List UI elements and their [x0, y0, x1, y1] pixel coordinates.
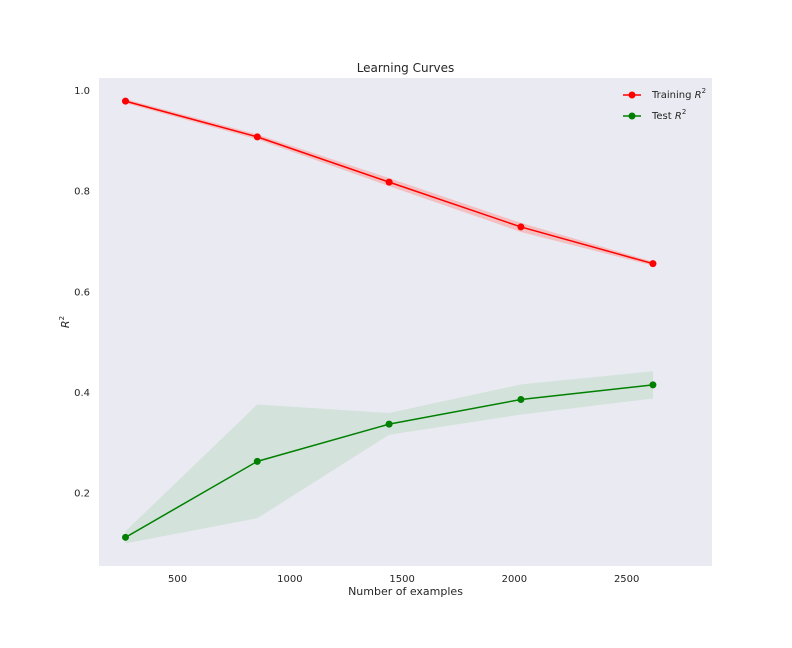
y-tick-label: 0.4	[74, 388, 90, 399]
y-tick-label: 1.0	[74, 86, 90, 97]
legend-label-training-base: Training	[651, 90, 695, 101]
test-confidence-band	[125, 371, 653, 544]
legend-label-test-r: R	[675, 111, 682, 122]
test-point	[385, 420, 393, 428]
legend: Training R2 Test R2	[623, 87, 706, 122]
training-point	[649, 260, 657, 268]
x-tick-label: 2500	[614, 574, 639, 585]
training-point	[121, 97, 129, 105]
x-tick-label: 1000	[277, 574, 302, 585]
test-point	[517, 395, 525, 403]
training-point	[385, 178, 393, 186]
x-axis-label: Number of examples	[348, 585, 463, 598]
legend-label-training: Training R2	[651, 87, 706, 101]
test-point	[649, 381, 657, 389]
y-tick-label: 0.8	[74, 187, 90, 198]
y-tick-label: 0.2	[74, 489, 90, 500]
y-axis-label: R2	[58, 316, 72, 328]
test-point	[253, 457, 261, 465]
x-tick-label: 1500	[389, 574, 414, 585]
legend-label-test-sup: 2	[682, 108, 686, 116]
legend-label-test-base: Test	[651, 111, 675, 122]
legend-marker-training	[628, 91, 636, 99]
training-point	[517, 223, 525, 231]
legend-label-training-r: R	[695, 90, 702, 101]
legend-label-training-sup: 2	[702, 87, 706, 95]
y-tick-label: 0.6	[74, 287, 90, 298]
chart-title: Learning Curves	[357, 61, 455, 75]
y-axis-label-base: R	[59, 320, 72, 328]
training-point	[253, 133, 261, 141]
legend-label-test: Test R2	[651, 108, 686, 122]
test-point	[121, 533, 129, 541]
y-axis-label-sup: 2	[58, 316, 66, 320]
x-tick-label: 2000	[502, 574, 527, 585]
x-tick-label: 500	[168, 574, 187, 585]
legend-marker-test	[628, 112, 636, 120]
